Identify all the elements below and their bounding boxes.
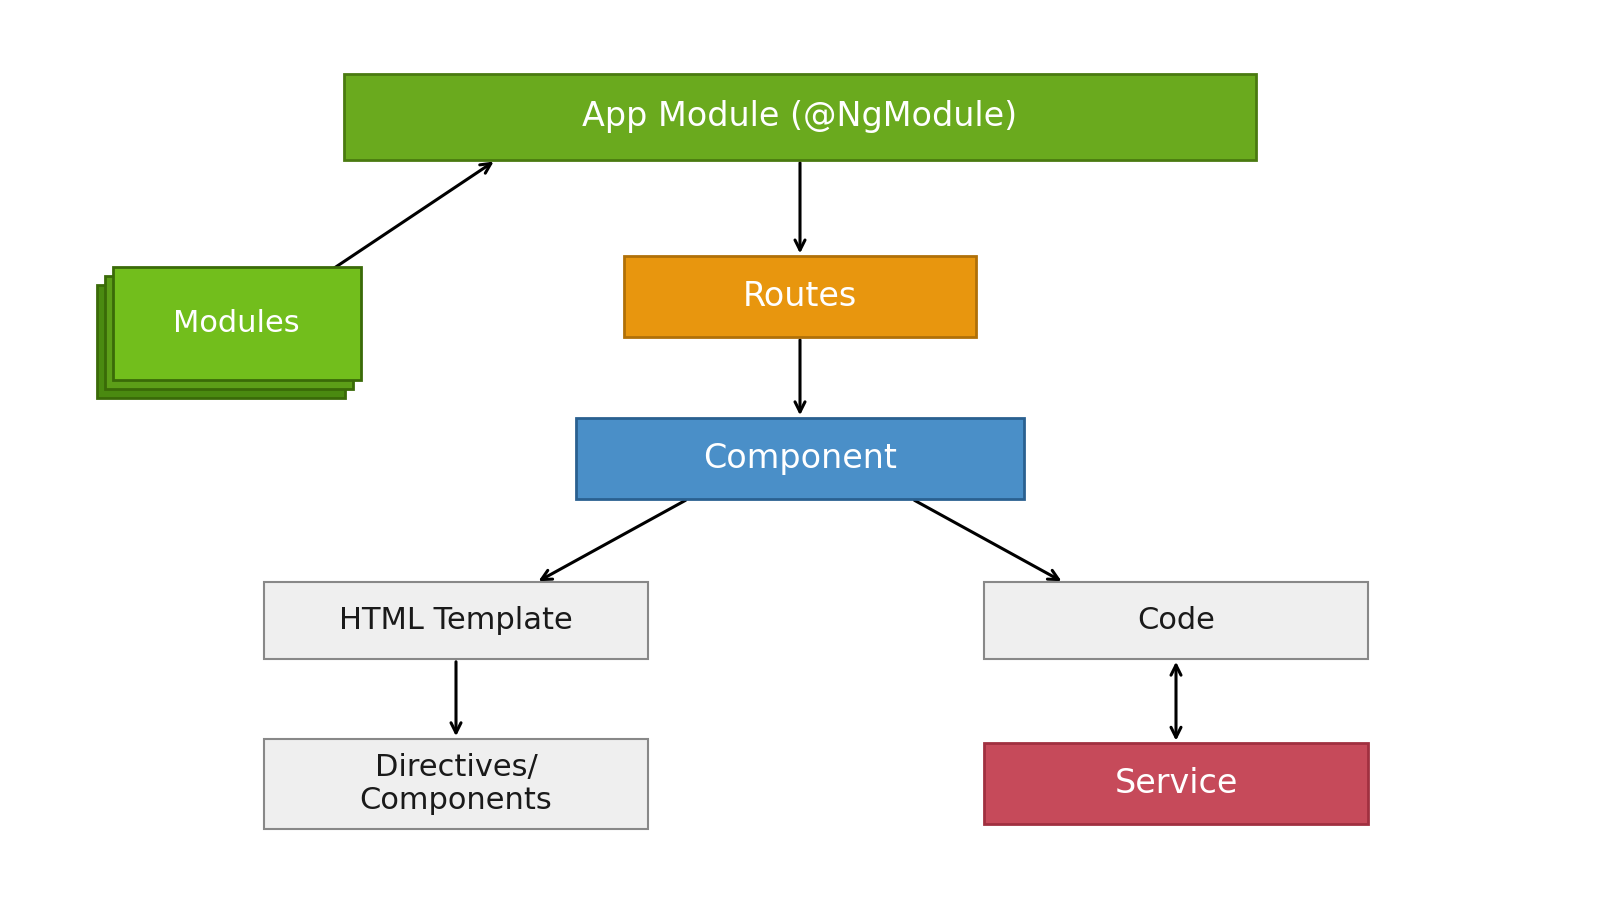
FancyBboxPatch shape xyxy=(264,739,648,829)
FancyBboxPatch shape xyxy=(624,256,976,337)
FancyBboxPatch shape xyxy=(104,277,352,388)
FancyBboxPatch shape xyxy=(112,268,360,379)
Text: Code: Code xyxy=(1138,606,1214,635)
FancyBboxPatch shape xyxy=(984,583,1368,658)
Text: Modules: Modules xyxy=(173,309,301,338)
FancyBboxPatch shape xyxy=(984,743,1368,824)
Text: HTML Template: HTML Template xyxy=(339,606,573,635)
FancyBboxPatch shape xyxy=(96,286,344,397)
Text: Directives/
Components: Directives/ Components xyxy=(360,752,552,815)
Text: App Module (@NgModule): App Module (@NgModule) xyxy=(582,101,1018,133)
Text: Service: Service xyxy=(1114,768,1238,800)
Text: Component: Component xyxy=(702,442,898,475)
FancyBboxPatch shape xyxy=(576,418,1024,499)
Text: Routes: Routes xyxy=(742,280,858,313)
FancyBboxPatch shape xyxy=(344,75,1256,160)
FancyBboxPatch shape xyxy=(264,583,648,658)
